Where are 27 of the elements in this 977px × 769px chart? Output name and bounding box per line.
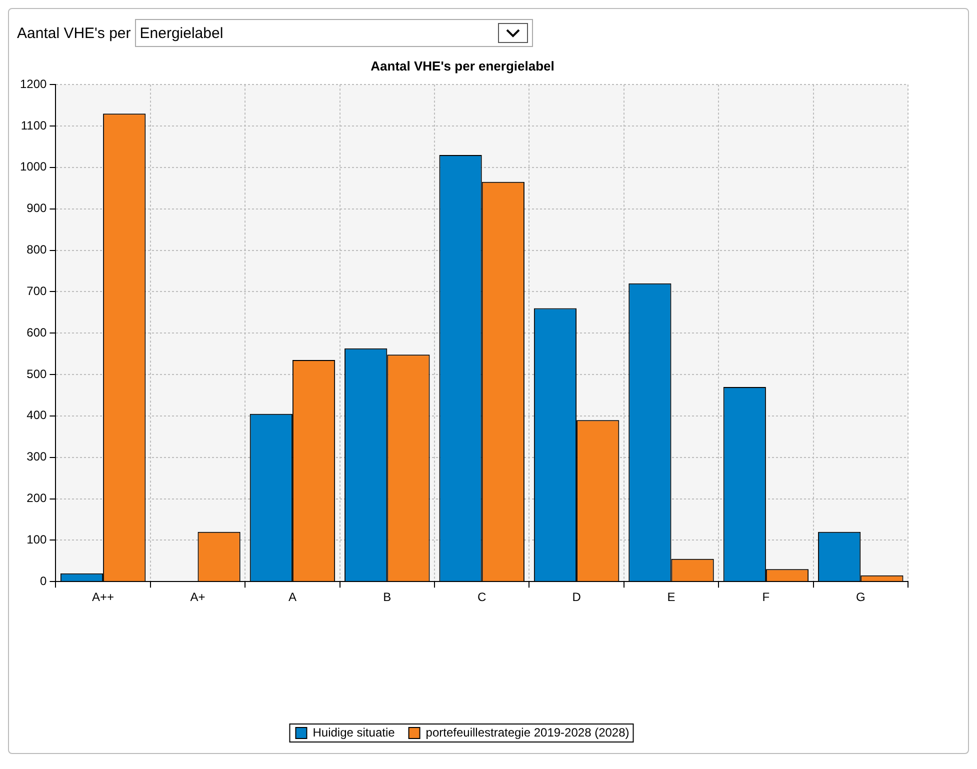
y-tick-label: 600 [26,325,48,340]
y-tick-label: 100 [26,532,48,546]
x-tick-label: G [856,590,866,604]
dropdown-field: Energielabel [134,19,533,47]
x-tick-label: E [667,590,676,604]
y-tick-label: 400 [26,408,48,422]
y-tick-label: 800 [26,242,48,257]
y-tick-label: 300 [26,450,48,464]
x-tick-label: F [762,590,770,604]
y-tick-label: 1000 [20,160,48,174]
y-tick-label: 900 [26,201,48,216]
x-tick-label: A [288,590,296,604]
text: Aantal VHE's per [17,24,131,42]
x-tick-label: A+ [190,590,206,604]
y-tick-label: 500 [26,366,48,381]
y-tick-label: 700 [26,284,48,298]
x-tick-label: B [383,590,392,604]
legend-label: Huidige situatie [312,725,396,740]
y-tick-label: 1200 [20,76,48,91]
y-tick-label: 200 [26,491,48,506]
x-tick-label: A++ [92,590,114,604]
x-tick-label: D [572,590,582,604]
y-tick-label: 1100 [20,118,48,132]
x-tick-label: C [478,590,487,604]
chart-title: Aantal VHE's per energielabel [370,58,554,74]
legend-label: portefeuillestrategie 2019-2028 (2028) [426,725,630,740]
y-tick-label: 0 [40,574,48,588]
